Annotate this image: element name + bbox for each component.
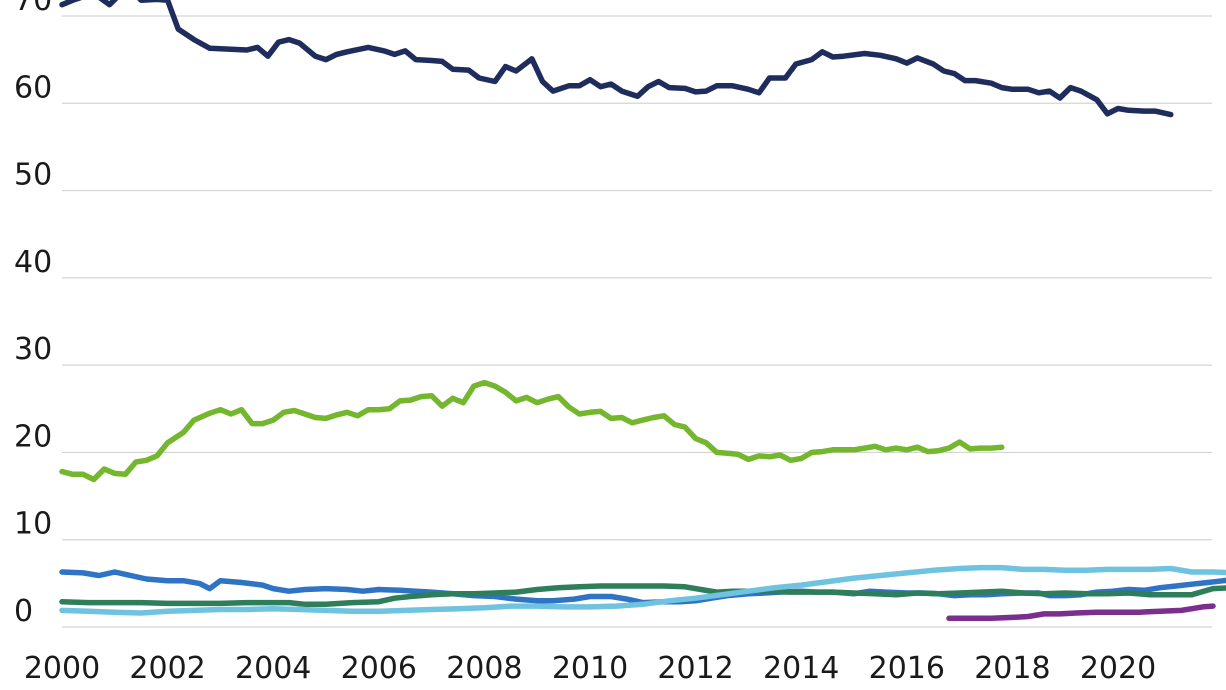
- x-tick-label: 2004: [235, 651, 311, 686]
- series-line-4: [59, 583, 1226, 608]
- y-tick-label: 60: [14, 70, 52, 105]
- y-tick-label: 10: [14, 507, 52, 542]
- y-tick-label: 40: [14, 245, 52, 280]
- y-tick-label: 30: [14, 332, 52, 367]
- series-line-2: [59, 379, 1005, 483]
- series-line-1: [59, 0, 1174, 118]
- series-line-5: [59, 564, 1226, 616]
- x-tick-label: 2016: [869, 651, 945, 686]
- y-tick-label: 0: [14, 594, 33, 629]
- x-tick-label: 2006: [341, 651, 417, 686]
- gridlines: [62, 15, 1212, 628]
- y-tick-label: 50: [14, 158, 52, 193]
- y-tick-label: 70: [14, 0, 52, 18]
- x-tick-label: 2008: [446, 651, 522, 686]
- x-tick-label: 2000: [24, 651, 100, 686]
- x-tick-label: 2014: [763, 651, 839, 686]
- x-tick-label: 2018: [974, 651, 1050, 686]
- x-axis-tick-labels: 2000 2002 2004 2006 2008 2010 2012 2014 2016 2018…: [24, 651, 1156, 686]
- x-tick-label: 2010: [552, 651, 628, 686]
- x-tick-label: 2012: [657, 651, 733, 686]
- y-axis-tick-labels: 0 10 20 30 40 50 60 70: [14, 0, 52, 629]
- series-lines: [59, 0, 1226, 622]
- y-tick-label: 20: [14, 419, 52, 454]
- x-tick-label: 2020: [1080, 651, 1156, 686]
- x-tick-label: 2002: [129, 651, 205, 686]
- series-line-6: [946, 603, 1216, 622]
